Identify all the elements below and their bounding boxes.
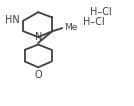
Text: Me: Me [64,23,77,32]
Text: N: N [34,32,42,42]
Text: HN: HN [5,15,19,25]
Text: O: O [34,70,42,80]
Text: H–Cl: H–Cl [83,17,105,27]
Text: H–Cl: H–Cl [90,7,112,17]
